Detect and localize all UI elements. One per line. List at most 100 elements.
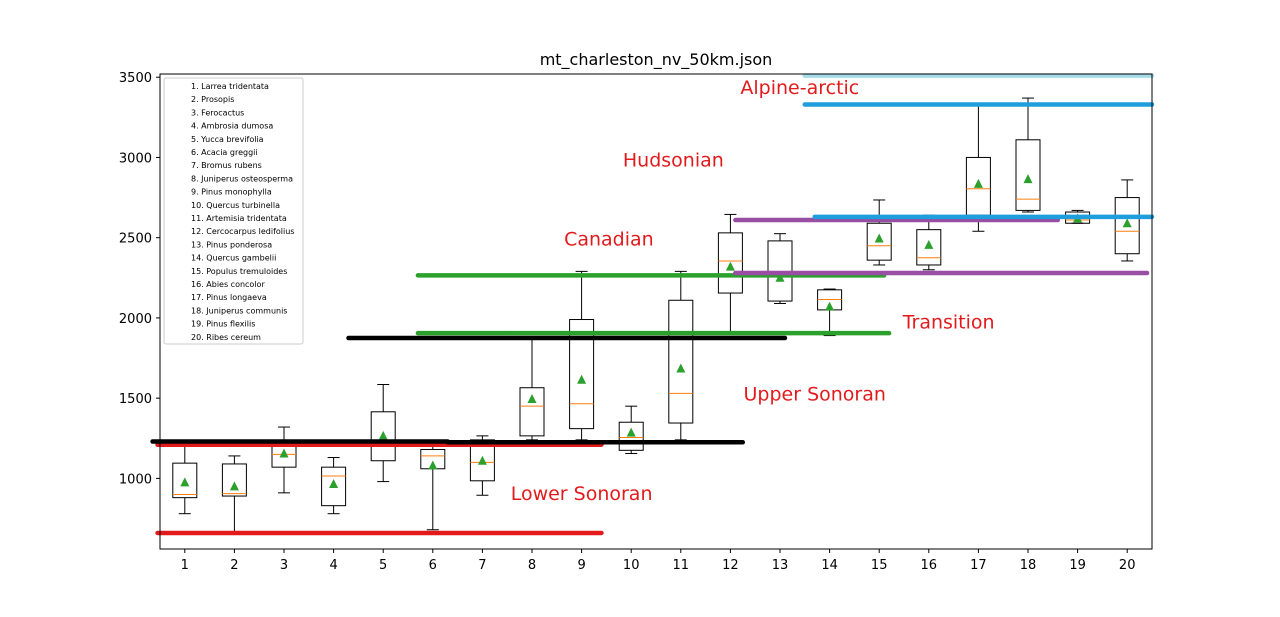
box-3 xyxy=(271,426,297,494)
x-tick-label: 20 xyxy=(1119,558,1136,573)
box-mean-marker xyxy=(527,393,537,403)
zone-label-2: Upper Sonoran xyxy=(744,384,886,406)
legend-entry: 14. Quercus gambelii xyxy=(191,254,276,263)
box-4 xyxy=(321,457,347,515)
zone-label-3: Transition xyxy=(902,311,995,333)
box-body xyxy=(668,299,694,424)
legend-entry: 12. Cercocarpus ledifolius xyxy=(191,227,294,236)
chart-title: mt_charleston_nv_50km.json xyxy=(540,50,773,70)
zone-label-5: Hudsonian xyxy=(623,149,724,171)
legend-entry: 9. Pinus monophylla xyxy=(191,188,272,197)
box-mean-marker xyxy=(626,427,636,437)
box-2 xyxy=(221,455,247,534)
box-body xyxy=(221,463,247,497)
box-body xyxy=(717,232,743,294)
box-body xyxy=(1015,139,1041,211)
legend-entry: 6. Acacia greggii xyxy=(191,148,258,157)
legend-entry: 4. Ambrosia dumosa xyxy=(191,122,273,131)
box-8 xyxy=(519,336,545,441)
box-7 xyxy=(469,435,495,496)
box-16 xyxy=(916,214,942,271)
box-mean-marker xyxy=(825,301,835,311)
box-mean-marker xyxy=(180,477,190,487)
x-tick-label: 19 xyxy=(1069,558,1086,573)
zone-label-4: Canadian xyxy=(564,229,654,251)
zone-label-6: Alpine-arctic xyxy=(740,77,859,99)
legend-entry: 16. Abies concolor xyxy=(191,280,265,289)
box-5 xyxy=(370,384,396,483)
x-tick-label: 3 xyxy=(280,558,288,573)
plot-frame xyxy=(159,73,1153,550)
box-body xyxy=(469,439,495,482)
y-tick-label: 1500 xyxy=(119,392,152,407)
legend-entry: 20. Ribes cereum xyxy=(191,333,261,342)
box-body xyxy=(866,222,892,261)
legend-entry: 17. Pinus longaeva xyxy=(191,293,267,302)
box-10 xyxy=(618,405,644,455)
box-mean-marker xyxy=(329,479,339,489)
x-tick-label: 18 xyxy=(1020,558,1037,573)
x-tick-label: 5 xyxy=(379,558,387,573)
box-mean-marker xyxy=(874,233,884,243)
box-18 xyxy=(1015,97,1041,213)
legend-entry: 3. Ferocactus xyxy=(191,108,244,117)
box-body xyxy=(519,387,545,437)
box-body xyxy=(172,462,198,499)
box-body xyxy=(1114,197,1140,255)
zones-layer xyxy=(150,73,1155,536)
x-tick-label: 16 xyxy=(921,558,938,573)
x-tick-label: 9 xyxy=(577,558,585,573)
x-tick-label: 8 xyxy=(528,558,536,573)
box-body xyxy=(370,411,396,462)
box-mean-marker xyxy=(279,448,289,458)
legend-entry: 2. Prosopis xyxy=(191,95,234,104)
box-9 xyxy=(569,270,595,441)
x-tick-label: 2 xyxy=(230,558,238,573)
box-mean-marker xyxy=(229,481,239,491)
box-1 xyxy=(172,442,198,515)
x-tick-label: 1 xyxy=(181,558,189,573)
y-tick-label: 2000 xyxy=(119,312,152,327)
x-tick-label: 10 xyxy=(623,558,640,573)
legend-entry: 5. Yucca brevifolia xyxy=(191,135,264,144)
box-mean-marker xyxy=(477,455,487,465)
zone-label-1: Lower Sonoran xyxy=(511,483,653,505)
box-14 xyxy=(817,288,843,337)
y-tick-label: 2500 xyxy=(119,232,152,247)
x-tick-label: 6 xyxy=(429,558,437,573)
box-mean-marker xyxy=(1122,218,1132,228)
box-15 xyxy=(866,199,892,266)
box-body xyxy=(618,421,644,451)
y-tick-label: 1000 xyxy=(119,472,152,487)
zone-labels-layer: Lower Sonoran Upper Sonoran Transition Cana… xyxy=(511,77,995,505)
box-mean-marker xyxy=(973,178,983,188)
y-tick-label: 3000 xyxy=(119,151,152,166)
box-11 xyxy=(668,270,694,441)
legend-entry: 19. Pinus flexilis xyxy=(191,320,255,329)
legend-entry: 8. Juniperus osteosperma xyxy=(191,174,293,183)
box-mean-marker xyxy=(1023,174,1033,184)
legend-entry: 1. Larrea tridentata xyxy=(191,82,269,91)
legend-entry: 10. Quercus turbinella xyxy=(191,201,280,210)
box-mean-marker xyxy=(577,374,587,384)
box-17 xyxy=(965,103,991,232)
x-tick-label: 7 xyxy=(478,558,486,573)
x-tick-label: 17 xyxy=(970,558,987,573)
legend: 1. Larrea tridentata 2. Prosopis 3. Feroca… xyxy=(163,77,304,345)
box-body xyxy=(916,229,942,266)
box-6 xyxy=(420,445,446,531)
box-body xyxy=(569,319,595,430)
box-mean-marker xyxy=(428,460,438,470)
legend-entry: 13. Pinus ponderosa xyxy=(191,240,272,249)
x-tick-label: 13 xyxy=(772,558,789,573)
legend-box xyxy=(163,77,304,345)
x-tick-label: 11 xyxy=(673,558,690,573)
box-mean-marker xyxy=(924,239,934,249)
box-mean-marker xyxy=(378,430,388,440)
boxes-layer xyxy=(172,97,1140,534)
x-tick-label: 4 xyxy=(329,558,337,573)
box-mean-marker xyxy=(725,261,735,271)
legend-entry: 7. Bromus rubens xyxy=(191,161,262,170)
